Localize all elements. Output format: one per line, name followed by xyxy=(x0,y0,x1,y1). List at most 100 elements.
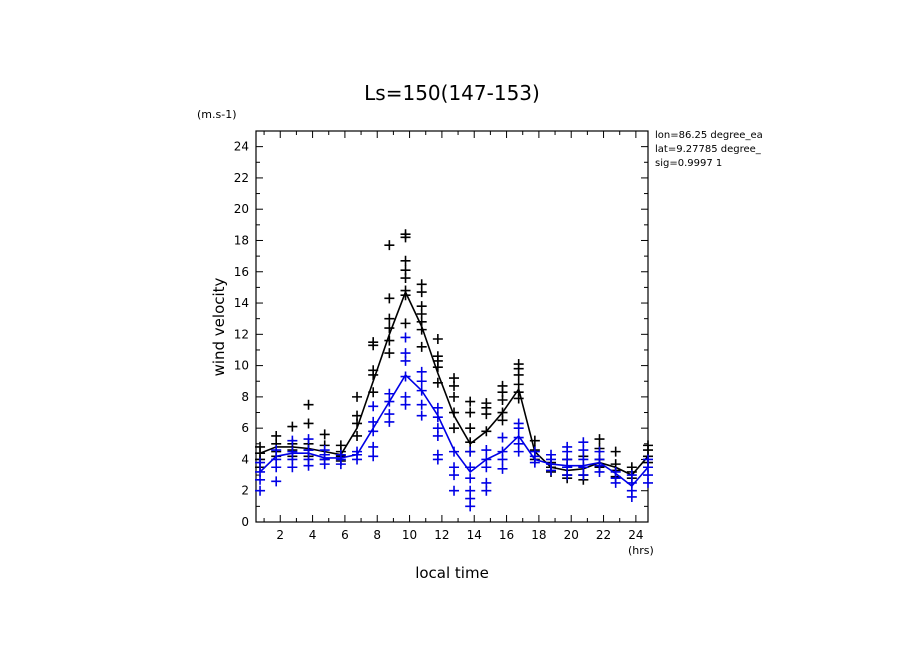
data-point xyxy=(255,485,266,496)
data-point xyxy=(400,318,411,329)
data-point xyxy=(562,441,573,452)
data-point xyxy=(449,485,460,496)
data-point xyxy=(303,434,314,445)
data-point xyxy=(497,380,508,391)
data-point xyxy=(352,410,363,421)
data-point xyxy=(513,379,524,390)
data-point xyxy=(384,293,395,304)
data-point xyxy=(352,391,363,402)
data-point xyxy=(384,388,395,399)
x-tick-label: 24 xyxy=(628,528,643,542)
data-point xyxy=(513,359,524,370)
data-point xyxy=(416,279,427,290)
data-point xyxy=(465,396,476,407)
data-point xyxy=(287,446,298,457)
data-point xyxy=(384,409,395,420)
data-point xyxy=(400,265,411,276)
data-point xyxy=(578,437,589,448)
data-point xyxy=(432,402,443,413)
data-point xyxy=(465,407,476,418)
data-point xyxy=(416,376,427,387)
data-point xyxy=(416,399,427,410)
info-line-1: lon=86.25 degree_ea xyxy=(655,130,763,141)
data-point xyxy=(303,418,314,429)
data-point xyxy=(368,401,379,412)
data-point xyxy=(416,341,427,352)
data-point xyxy=(384,348,395,359)
data-point xyxy=(400,332,411,343)
data-point xyxy=(465,485,476,496)
x-axis-title: local time xyxy=(415,564,489,582)
data-point xyxy=(594,446,605,457)
info-line-3: sig=0.9997 1 xyxy=(655,158,722,169)
data-point xyxy=(465,473,476,484)
plot-frame xyxy=(255,130,649,523)
data-point xyxy=(594,434,605,445)
data-point xyxy=(497,432,508,443)
data-point xyxy=(416,410,427,421)
data-point xyxy=(481,477,492,488)
y-tick-label: 22 xyxy=(234,171,249,185)
data-point xyxy=(400,391,411,402)
y-tick-label: 2 xyxy=(241,484,249,498)
y-tick-label: 8 xyxy=(241,390,249,404)
data-point xyxy=(368,337,379,348)
data-point xyxy=(432,334,443,345)
data-point xyxy=(432,423,443,434)
data-point xyxy=(352,430,363,441)
data-point xyxy=(465,446,476,457)
data-point xyxy=(643,440,653,451)
x-tick-label: 12 xyxy=(434,528,449,542)
y-tick-label: 12 xyxy=(234,327,249,341)
data-point xyxy=(400,371,411,382)
y-tick-label: 24 xyxy=(234,140,249,154)
data-point xyxy=(271,445,282,456)
data-point xyxy=(529,446,540,457)
data-point xyxy=(303,454,314,465)
y-tick-label: 4 xyxy=(241,452,249,466)
y-unit-label: (m.s-1) xyxy=(197,108,237,121)
data-point xyxy=(465,423,476,434)
data-point xyxy=(271,430,282,441)
x-tick-label: 4 xyxy=(309,528,317,542)
x-tick-label: 8 xyxy=(373,528,381,542)
data-point xyxy=(384,240,395,251)
info-line-2: lat=9.27785 degree_ xyxy=(655,144,762,155)
data-point xyxy=(610,446,621,457)
y-axis-title: wind velocity xyxy=(210,277,228,376)
data-point xyxy=(432,351,443,362)
data-point xyxy=(432,449,443,460)
data-point xyxy=(643,454,653,465)
data-point xyxy=(481,445,492,456)
data-point xyxy=(287,421,298,432)
data-point xyxy=(416,301,427,312)
data-point xyxy=(481,398,492,409)
data-point xyxy=(384,313,395,324)
x-tick-label: 6 xyxy=(341,528,349,542)
x-tick-label: 18 xyxy=(531,528,546,542)
x-tick-label: 22 xyxy=(596,528,611,542)
chart-title: Ls=150(147-153) xyxy=(364,81,540,105)
y-tick-label: 0 xyxy=(241,515,249,529)
data-point xyxy=(271,476,282,487)
data-point xyxy=(319,429,330,440)
data-point xyxy=(400,348,411,359)
x-tick-label: 14 xyxy=(467,528,482,542)
data-point xyxy=(384,335,395,346)
data-point xyxy=(287,435,298,446)
data-point xyxy=(255,457,266,468)
data-point xyxy=(335,440,346,451)
data-point xyxy=(384,323,395,334)
data-point xyxy=(513,432,524,443)
x-unit-label: (hrs) xyxy=(628,544,654,557)
data-point xyxy=(449,462,460,473)
data-point xyxy=(497,463,508,474)
data-point xyxy=(303,399,314,410)
data-point xyxy=(449,373,460,384)
data-point xyxy=(319,445,330,456)
data-point xyxy=(400,229,411,240)
data-point xyxy=(400,255,411,266)
y-tick-label: 16 xyxy=(234,265,249,279)
